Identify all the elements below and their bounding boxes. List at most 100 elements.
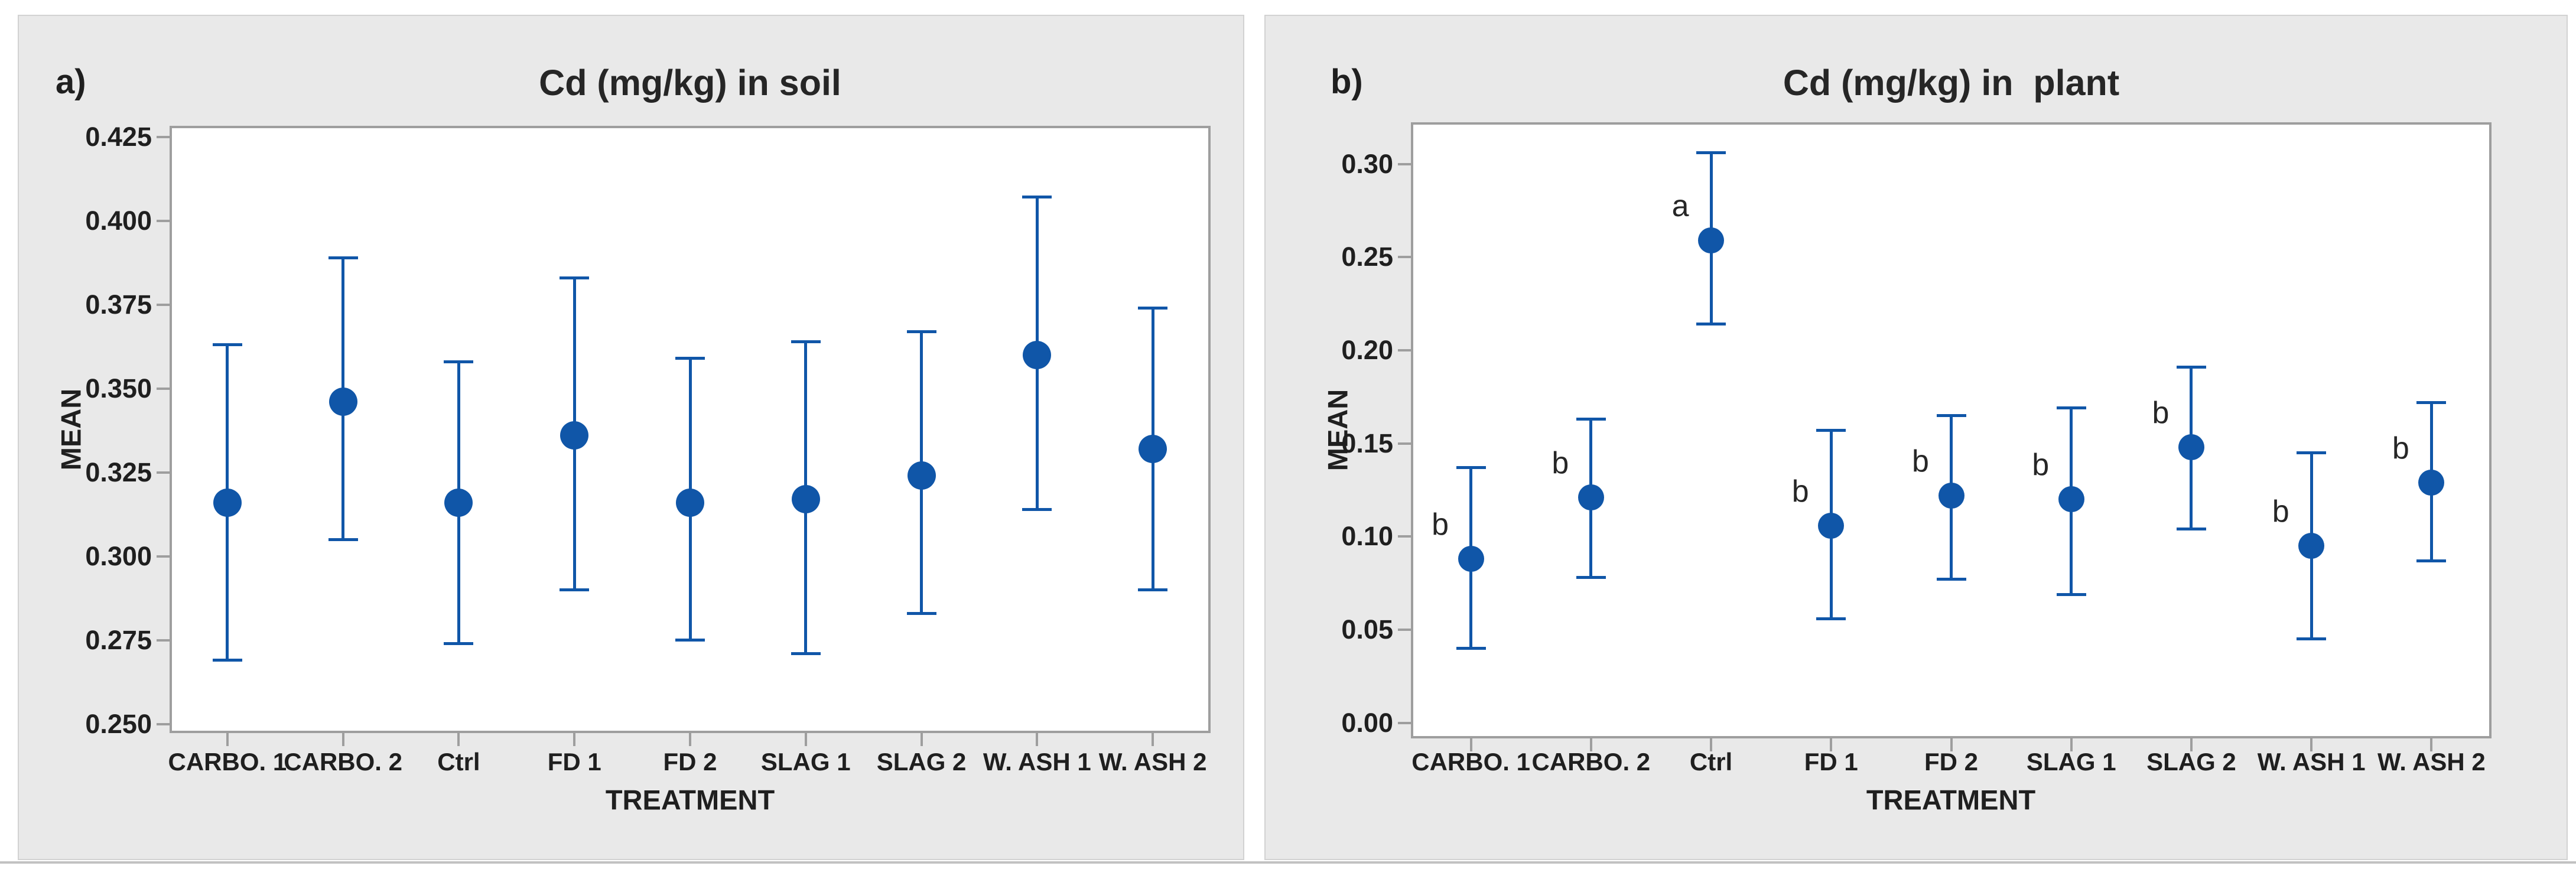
x-category-label: CARBO. 2 <box>284 748 403 776</box>
mean-marker <box>1023 340 1052 369</box>
mean-marker <box>791 485 820 514</box>
mean-marker <box>1698 227 1725 253</box>
error-bar-bottom-cap <box>2297 637 2327 641</box>
x-category-label: W. ASH 2 <box>1098 748 1207 776</box>
error-bar-bottom-cap <box>1456 647 1486 650</box>
x-tick-mark <box>1830 738 1833 751</box>
error-bar-top-cap <box>444 360 474 363</box>
error-bar-top-cap <box>1138 306 1168 310</box>
y-tick-label: 0.425 <box>85 121 152 152</box>
x-axis-title: TREATMENT <box>1866 784 2036 816</box>
x-tick-mark <box>573 733 576 746</box>
error-bar-bottom-cap <box>1696 323 1726 326</box>
y-tick-mark <box>157 555 170 558</box>
y-tick-label: 0.15 <box>1341 428 1393 458</box>
y-tick-label: 0.00 <box>1341 707 1393 738</box>
y-tick-label: 0.250 <box>85 708 152 739</box>
error-bar-bottom-cap <box>212 659 242 662</box>
y-tick-label: 0.400 <box>85 205 152 236</box>
error-bar-top-cap <box>212 343 242 347</box>
x-category-label: W. ASH 1 <box>983 748 1091 776</box>
mean-marker <box>444 488 473 517</box>
error-bar-bottom-cap <box>1138 588 1168 591</box>
error-bar-top-cap <box>2176 365 2206 369</box>
error-bar-top-cap <box>1696 151 1726 155</box>
x-tick-mark <box>457 733 460 746</box>
error-bar-bottom-cap <box>1816 617 1846 620</box>
error-bar-top-cap <box>675 357 705 360</box>
error-bar-bottom-cap <box>906 611 936 615</box>
x-tick-mark <box>341 733 344 746</box>
x-category-label: Ctrl <box>1689 748 1733 776</box>
x-tick-mark <box>1152 733 1154 746</box>
x-tick-mark <box>1589 738 1592 751</box>
mean-marker <box>2178 434 2204 461</box>
error-bar-top-cap <box>1456 466 1486 470</box>
y-tick-mark <box>1398 535 1411 538</box>
y-tick-mark <box>157 471 170 474</box>
y-tick-mark <box>1398 442 1411 445</box>
y-tick-mark <box>157 135 170 138</box>
x-tick-mark <box>1710 738 1713 751</box>
y-tick-label: 0.25 <box>1341 242 1393 272</box>
group-letter: b <box>2272 494 2289 529</box>
x-category-label: CARBO. 2 <box>1531 748 1651 776</box>
mean-marker <box>213 488 242 517</box>
y-tick-mark <box>1398 629 1411 631</box>
error-bar-bottom-cap <box>2176 528 2206 531</box>
mean-marker <box>328 388 357 416</box>
x-category-label: FD 1 <box>1804 748 1858 776</box>
mean-marker <box>1578 484 1604 511</box>
chart-title-plant: Cd (mg/kg) in plant <box>1783 63 2120 103</box>
y-tick-label: 0.20 <box>1341 335 1393 366</box>
y-tick-mark <box>1398 721 1411 724</box>
x-category-label: W. ASH 2 <box>2377 748 2486 776</box>
y-tick-mark <box>157 219 170 222</box>
x-tick-mark <box>920 733 923 746</box>
x-category-label: CARBO. 1 <box>168 748 287 776</box>
x-tick-mark <box>2190 738 2193 751</box>
error-bar-bottom-cap <box>1936 578 1966 581</box>
error-bar-top-cap <box>1936 414 1966 417</box>
table-border-line <box>0 861 2576 864</box>
x-category-label: FD 2 <box>663 748 717 776</box>
error-bar-top-cap <box>791 340 821 343</box>
x-tick-mark <box>1950 738 1953 751</box>
x-tick-mark <box>1036 733 1039 746</box>
panel-a-card: a) Cd (mg/kg) in soil MEAN TREATMENT 0.4… <box>18 15 1244 860</box>
y-axis-title: MEAN <box>55 388 87 471</box>
mean-marker <box>1458 546 1484 572</box>
x-tick-mark <box>804 733 807 746</box>
mean-marker <box>2298 533 2325 559</box>
error-bar-bottom-cap <box>560 588 590 591</box>
mean-marker <box>1139 434 1167 463</box>
y-tick-label: 0.10 <box>1341 521 1393 552</box>
chart-title-soil: Cd (mg/kg) in soil <box>539 63 841 103</box>
x-category-label: SLAG 1 <box>760 748 851 776</box>
group-letter: b <box>1912 444 1929 479</box>
error-bar-top-cap <box>2056 406 2086 410</box>
x-tick-mark <box>1469 738 1472 751</box>
group-letter: b <box>1552 446 1569 481</box>
error-bar-bottom-cap <box>675 639 705 642</box>
error-bar-bottom-cap <box>2056 592 2086 596</box>
error-bar-top-cap <box>906 330 936 333</box>
x-category-label: FD 1 <box>547 748 601 776</box>
y-tick-mark <box>1398 162 1411 165</box>
error-bar-top-cap <box>1022 196 1052 199</box>
x-tick-mark <box>226 733 229 746</box>
mean-marker <box>676 488 704 517</box>
mean-marker <box>1818 512 1845 539</box>
x-tick-mark <box>2070 738 2073 751</box>
x-tick-mark <box>2310 738 2313 751</box>
error-bar-bottom-cap <box>1022 507 1052 511</box>
y-tick-label: 0.300 <box>85 541 152 571</box>
x-category-label: SLAG 1 <box>2026 748 2116 776</box>
y-tick-label: 0.375 <box>85 289 152 320</box>
group-letter: a <box>1671 188 1689 223</box>
error-bar-top-cap <box>328 256 358 259</box>
group-letter: b <box>1791 474 1809 509</box>
panel-b-label: b) <box>1331 63 1363 101</box>
x-category-label: FD 2 <box>1924 748 1979 776</box>
